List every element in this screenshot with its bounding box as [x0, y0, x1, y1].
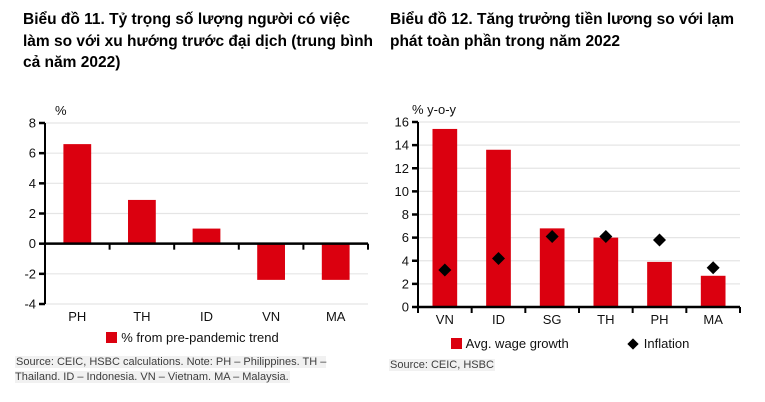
y-tick-label: 8	[402, 207, 409, 222]
bar-VN	[257, 243, 285, 280]
inflation-diamond-SG	[545, 229, 559, 243]
bar-PH	[647, 261, 672, 307]
y-tick-label: 10	[395, 184, 409, 199]
y-tick-label: 4	[402, 253, 409, 268]
y-tick-label: 8	[29, 116, 36, 131]
y-tick-label: 0	[402, 300, 409, 315]
x-category-label: PH	[650, 312, 668, 327]
y-tick-label: 16	[395, 115, 409, 130]
bar-TH	[593, 237, 619, 307]
bar-TH	[128, 199, 156, 244]
x-category-label: MA	[703, 312, 723, 327]
chart12-title: Biểu đồ 12. Tăng trưởng tiền lương so vớ…	[390, 11, 735, 50]
black-diamond-legend-icon	[627, 337, 639, 350]
inflation-diamond-MA	[706, 261, 720, 275]
source-text: Source: CEIC, HSBC calculations. Note: P…	[15, 356, 327, 383]
chart11-title: Biểu đồ 11. Tỷ trọng số lượng người có v…	[23, 11, 374, 71]
source-text: Source: CEIC, HSBC	[389, 359, 495, 371]
inflation-diamond-ID	[492, 251, 505, 265]
x-category-label: VN	[436, 312, 454, 327]
bar-PH	[63, 144, 92, 244]
legend-label: Inflation	[643, 336, 690, 351]
legend-item-wage-growth: Avg. wage growth	[450, 336, 569, 351]
bar-ID	[192, 228, 221, 244]
y-tick-label: 12	[395, 161, 409, 176]
bar-VN	[432, 128, 458, 307]
x-category-label: TH	[597, 312, 614, 327]
legend-item-inflation: Inflation	[627, 336, 690, 351]
red-square-legend-icon	[106, 332, 118, 343]
y-axis-title: % y-o-y	[412, 102, 457, 117]
y-tick-label: 14	[395, 138, 409, 153]
x-category-label: ID	[200, 309, 213, 324]
bar-MA	[700, 275, 726, 307]
y-tick-label: 2	[29, 206, 36, 221]
x-category-label: SG	[543, 312, 562, 327]
y-tick-label: 6	[402, 230, 409, 245]
legend-label: Avg. wage growth	[465, 336, 569, 351]
chart12-source: Source: CEIC, HSBC	[389, 358, 749, 373]
chart12-legend: Avg. wage growth Inflation	[385, 336, 755, 351]
y-tick-label: -2	[24, 266, 36, 281]
x-category-label: TH	[133, 309, 150, 324]
x-category-label: PH	[68, 309, 86, 324]
y-tick-label: 2	[402, 276, 409, 291]
y-tick-label: 4	[29, 176, 36, 191]
inflation-diamond-TH	[599, 229, 613, 243]
y-tick-label: 0	[29, 236, 36, 251]
x-category-label: MA	[326, 309, 346, 324]
legend-item-pre-pandemic-trend: % from pre-pandemic trend	[106, 330, 279, 345]
employment-vs-pre-pandemic-trend-chart: -4 -2 0 2 4 6 8 PH TH ID VN MA%	[24, 103, 369, 324]
x-category-label: VN	[262, 309, 280, 324]
inflation-diamond-VN	[438, 263, 452, 277]
chart11-legend: % from pre-pandemic trend	[10, 330, 375, 345]
wage-growth-vs-inflation-chart: 0 2 4 6 8 10 12 14 16 VN ID SG TH PH MA % y-o-y	[395, 102, 741, 327]
inflation-diamond-PH	[653, 233, 666, 247]
red-square-legend-icon	[450, 338, 462, 349]
bar-ID	[486, 149, 511, 307]
y-tick-label: -4	[24, 297, 36, 312]
x-category-label: ID	[492, 312, 505, 327]
y-axis-title: %	[55, 103, 67, 118]
legend-label: % from pre-pandemic trend	[121, 330, 279, 345]
y-tick-label: 6	[29, 146, 36, 161]
bar-MA	[321, 243, 350, 280]
chart11-source: Source: CEIC, HSBC calculations. Note: P…	[15, 355, 363, 385]
